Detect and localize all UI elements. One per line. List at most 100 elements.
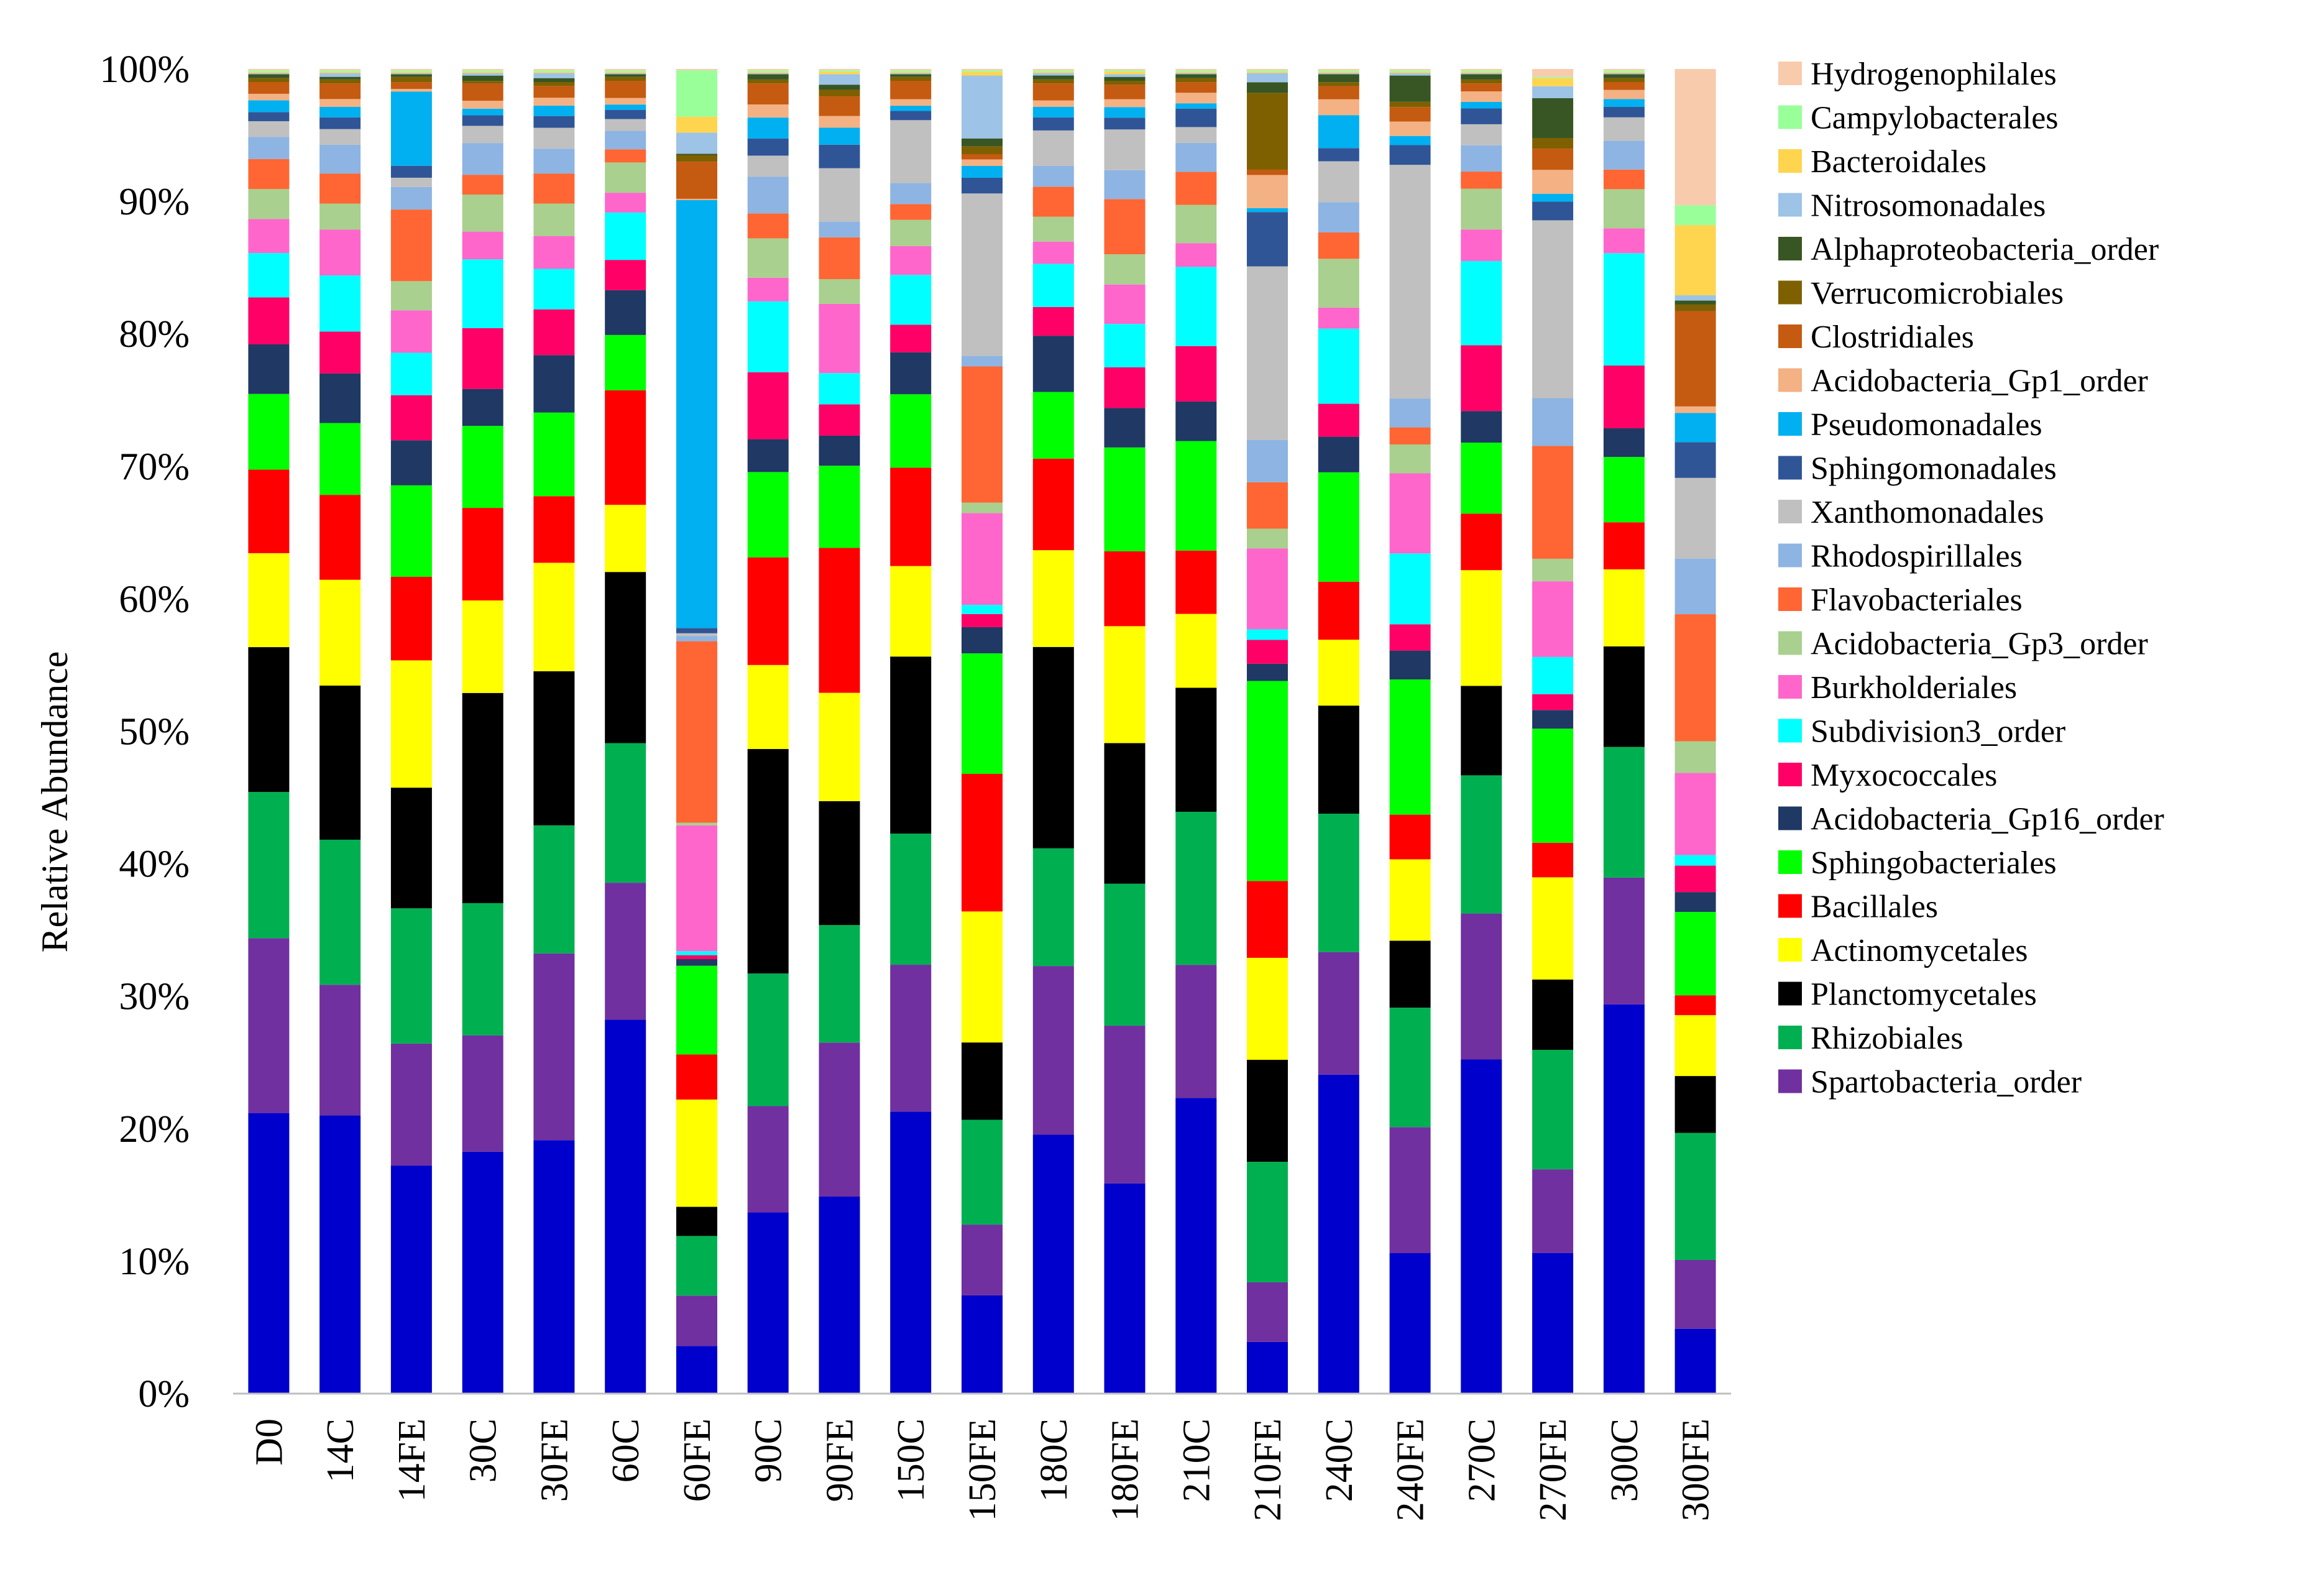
bar-segment — [248, 938, 290, 1113]
bar-segment — [1247, 548, 1288, 630]
bar-segment — [1532, 694, 1574, 710]
bar-segment — [319, 129, 361, 145]
bar-segment — [1674, 1076, 1716, 1133]
bar-segment — [962, 177, 1003, 194]
bar-segment — [390, 908, 432, 1044]
bar-segment — [1175, 71, 1217, 73]
bar-segment — [1461, 188, 1502, 230]
bar-segment — [462, 75, 503, 81]
legend-label: Rhodospirillales — [1811, 539, 2023, 574]
bar-segment — [1104, 1183, 1146, 1394]
bar-segment — [1318, 1074, 1359, 1394]
bar-segment — [1674, 300, 1716, 305]
bar-segment — [819, 96, 860, 116]
bar-segment — [1247, 93, 1288, 170]
bar-segment — [248, 69, 290, 71]
bar-segment — [1032, 69, 1074, 71]
bar-segment — [1104, 447, 1146, 551]
bar-segment — [1532, 69, 1574, 77]
bar-segment — [605, 1019, 646, 1394]
bar-segment — [1032, 848, 1074, 967]
bar-segment — [819, 168, 860, 222]
bar-segment — [962, 614, 1003, 627]
bar-segment — [390, 660, 432, 788]
bar-segment — [1389, 473, 1431, 554]
bar-segment — [533, 86, 575, 98]
y-tick-label: 70% — [119, 446, 190, 488]
bar-segment — [1175, 614, 1217, 688]
legend-label: Alphaproteobacteria_order — [1811, 232, 2159, 267]
bar-segment — [676, 155, 717, 162]
bar-segment — [676, 69, 717, 71]
bar-segment — [962, 165, 1003, 178]
bar-segment — [962, 159, 1003, 166]
bar-segment — [1603, 106, 1645, 117]
bar-segment — [1104, 99, 1146, 108]
bar-segment — [248, 253, 290, 298]
bar-segment — [747, 138, 789, 156]
bar-segment — [962, 605, 1003, 614]
bar-segment — [1389, 553, 1431, 625]
bar-segment — [1603, 457, 1645, 523]
bar-segment — [890, 394, 932, 468]
bar-segment — [1389, 165, 1431, 399]
bar-segment — [890, 246, 932, 275]
legend-swatch — [1778, 981, 1802, 1006]
bar-segment — [1532, 170, 1574, 194]
bar-segment — [1318, 148, 1359, 162]
bar-segment — [319, 71, 361, 73]
bar-segment — [890, 324, 932, 352]
bar-segment — [1032, 73, 1074, 76]
bar-segment — [1318, 403, 1359, 437]
x-tick-label: D0 — [248, 1418, 290, 1466]
bar-segment — [462, 101, 503, 109]
bar-segment — [1674, 477, 1716, 559]
bar-segment — [1247, 629, 1288, 640]
bar-segment — [676, 959, 717, 966]
bar-segment — [1461, 73, 1502, 75]
bar-segment — [605, 109, 646, 119]
bar-segment — [533, 149, 575, 174]
bar-segment — [248, 78, 290, 82]
bar-segment — [1532, 446, 1574, 559]
x-axis: D0 14C 14FE 30C 30FE 60C 60FE 90C 90FE 150C 150FE 1… — [233, 1392, 1731, 1521]
bar-segment — [890, 76, 932, 81]
bar-segment — [390, 788, 432, 909]
bar-segment — [1247, 71, 1288, 73]
bar-segment — [390, 70, 432, 72]
legend-swatch — [1778, 237, 1802, 260]
y-tick-label: 10% — [119, 1241, 190, 1283]
bar-segment — [1532, 558, 1574, 582]
bar-segment — [1532, 1169, 1574, 1253]
y-tick-label: 0% — [138, 1373, 190, 1415]
x-tick-label: 150FE — [962, 1418, 1004, 1521]
bar-segment — [1674, 205, 1716, 226]
bar-segment — [1247, 73, 1288, 83]
bar-segment — [1175, 687, 1217, 812]
bar-segment — [1389, 444, 1431, 474]
bar-segment — [533, 105, 575, 116]
bar-segment — [1674, 558, 1716, 615]
bar-segment — [676, 154, 717, 155]
x-tick-label: 270FE — [1532, 1418, 1574, 1521]
legend-label: Nitrosomonadales — [1811, 188, 2046, 224]
bar-segment — [390, 82, 432, 89]
bar-segment — [1674, 406, 1716, 413]
bar-segment — [1674, 311, 1716, 407]
bar-segment — [1603, 646, 1645, 747]
bar-segment — [1603, 253, 1645, 366]
bar-segment — [533, 355, 575, 413]
bar-segment — [819, 90, 860, 97]
x-tick-label: 180C — [1033, 1418, 1075, 1502]
legend: Hydrogenophilales Campylobacterales Bacter… — [1778, 57, 2164, 1100]
bar-segment — [1318, 307, 1359, 329]
legend-swatch — [1778, 193, 1802, 217]
bar-segment — [819, 279, 860, 304]
bar-segment — [890, 219, 932, 246]
bar-segment — [747, 664, 789, 750]
bar-segment — [533, 127, 575, 149]
bar-segment — [1461, 70, 1502, 72]
bar-segment — [1318, 436, 1359, 472]
bar-segment — [1247, 528, 1288, 549]
bar-segment — [962, 154, 1003, 160]
